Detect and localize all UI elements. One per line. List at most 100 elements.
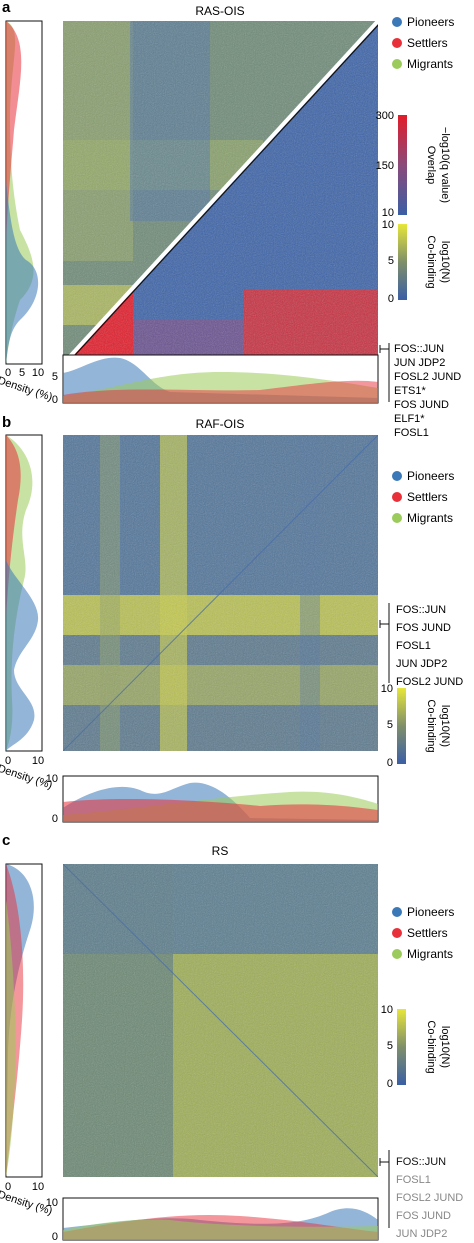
cb-co-b-tick-0: 0 [387, 757, 393, 769]
bottom-density-c: 0 10 [46, 1197, 379, 1243]
tf-a-0: FOS::JUN [394, 343, 444, 355]
cb-co-a-label2: log10(N) [439, 241, 451, 283]
tf-a-4: FOS JUND [394, 399, 449, 411]
tick-y-5-a: 5 [52, 371, 58, 383]
cb-co-b-tick-5: 5 [387, 719, 393, 731]
heatmap-title-c: RS [212, 844, 229, 858]
colorbar-cobinding-a: 10 5 0 Co-binding log10(N) [382, 219, 451, 305]
legend-dot-pioneers-c [392, 907, 402, 917]
bottom-density-a: 0 5 [52, 354, 379, 406]
legend-migrants-b: Migrants [407, 511, 453, 525]
tick-x-10-c: 10 [32, 1181, 44, 1193]
legend-pioneers-c: Pioneers [407, 905, 454, 919]
cb-ov-tick-300: 300 [376, 110, 394, 122]
cb-co-b-label1: Co-binding [425, 699, 437, 752]
panel-b: b RAF-OIS 0 10 Density (%) [0, 414, 463, 825]
colorbar-cobinding-b: 10 5 0 Co-binding log10(N) [381, 683, 451, 769]
cb-co-a-tick-10: 10 [382, 219, 394, 231]
tf-bracket-b [379, 603, 390, 683]
legend-dot-pioneers-a [392, 17, 402, 27]
legend-dot-settlers-b [392, 492, 402, 502]
legend-pioneers-a: Pioneers [407, 15, 454, 29]
tf-b-4: FOSL2 JUND [396, 676, 463, 688]
tick-x-5-a: 5 [19, 367, 25, 379]
tf-bracket-a [379, 343, 390, 402]
panel-a: a RAS-OIS 0 [0, 0, 461, 439]
cb-co-c-label2: log10(N) [439, 1026, 451, 1068]
tf-a-1: JUN JDP2 [394, 357, 445, 369]
tf-b-0: FOS::JUN [396, 604, 446, 616]
legend-dot-migrants-c [392, 949, 402, 959]
tf-c-3: FOS JUND [396, 1210, 451, 1222]
tick-x-10-b: 10 [32, 755, 44, 767]
legend-c: Pioneers Settlers Migrants [392, 905, 454, 961]
tf-c-1: FOSL1 [396, 1174, 431, 1186]
panel-c: c RS 0 10 Density (%) 0 10 [0, 832, 463, 1243]
cb-co-b-tick-10: 10 [381, 683, 393, 695]
cb-co-a-tick-0: 0 [388, 293, 394, 305]
colorbar-cobinding-c: 10 5 0 Co-binding log10(N) [381, 1004, 451, 1090]
tf-b-1: FOS JUND [396, 622, 451, 634]
bottom-density-b: 0 10 [46, 773, 379, 825]
tf-bracket-c [379, 1150, 390, 1228]
tf-b-3: JUN JDP2 [396, 658, 447, 670]
tick-y-10-c: 10 [46, 1197, 58, 1209]
legend-migrants-a: Migrants [407, 57, 453, 71]
tick-y-0-c: 0 [52, 1231, 58, 1243]
tick-x-0-c: 0 [5, 1181, 11, 1193]
panel-letter-b: b [2, 414, 11, 431]
legend-dot-migrants-b [392, 513, 402, 523]
tick-y-10-b: 10 [46, 773, 58, 785]
left-density-b: 0 10 Density (%) [0, 434, 54, 792]
cb-co-c-label1: Co-binding [425, 1020, 437, 1073]
tf-c-2: FOSL2 JUND [396, 1192, 463, 1204]
cb-ov-label2: −log10(q value) [439, 127, 451, 203]
cb-co-b-label2: log10(N) [439, 705, 451, 747]
cb-co-c-tick-5: 5 [387, 1040, 393, 1052]
left-density-a: 0 5 10 Density (%) [0, 20, 54, 404]
tf-b-2: FOSL1 [396, 640, 431, 652]
colorbar-overlap-a: 300 150 10 Overlap −log10(q value) [376, 110, 451, 219]
heatmap-title-b: RAF-OIS [196, 417, 245, 431]
legend-dot-settlers-a [392, 38, 402, 48]
legend-migrants-c: Migrants [407, 947, 453, 961]
legend-b: Pioneers Settlers Migrants [392, 469, 454, 525]
tf-a-6: FOSL1 [394, 427, 429, 439]
legend-a: Pioneers Settlers Migrants [392, 15, 454, 71]
legend-dot-migrants-a [392, 59, 402, 69]
cb-ov-tick-10: 10 [382, 207, 394, 219]
heatmap-a [63, 21, 378, 364]
cb-co-c-tick-10: 10 [381, 1004, 393, 1016]
legend-dot-pioneers-b [392, 471, 402, 481]
cb-co-c-tick-0: 0 [387, 1078, 393, 1090]
left-density-c: 0 10 Density (%) [0, 863, 54, 1218]
left-density-ticks-a: 0 5 10 [5, 367, 44, 379]
tf-c-4: JUN JDP2 [396, 1228, 447, 1240]
tf-a-2: FOSL2 JUND [394, 371, 461, 383]
heatmap-b [63, 435, 378, 751]
heatmap-title-a: RAS-OIS [195, 4, 244, 18]
cb-co-a-tick-5: 5 [388, 255, 394, 267]
tf-c-0: FOS::JUN [396, 1156, 446, 1168]
tick-y-0-a: 0 [52, 394, 58, 406]
tick-x-0-b: 0 [5, 755, 11, 767]
cb-ov-tick-150: 150 [376, 160, 394, 172]
legend-settlers-a: Settlers [407, 36, 448, 50]
panel-letter-a: a [2, 0, 11, 16]
cb-ov-label1: Overlap [425, 146, 437, 185]
legend-settlers-c: Settlers [407, 926, 448, 940]
tick-x-0-a: 0 [5, 367, 11, 379]
tf-a-5: ELF1* [394, 413, 425, 425]
tf-a-3: ETS1* [394, 385, 427, 397]
density-label-a: Density (%) [0, 375, 54, 404]
tf-list-c: FOS::JUN FOSL1 FOSL2 JUND FOS JUND JUN J… [396, 1156, 463, 1240]
cb-co-a-label1: Co-binding [425, 235, 437, 288]
tf-list-b: FOS::JUN FOS JUND FOSL1 JUN JDP2 FOSL2 J… [396, 604, 463, 688]
tick-x-10-a: 10 [32, 367, 44, 379]
tick-y-0-b: 0 [52, 813, 58, 825]
heatmap-c [63, 864, 378, 1177]
panel-letter-c: c [2, 832, 10, 849]
legend-dot-settlers-c [392, 928, 402, 938]
legend-pioneers-b: Pioneers [407, 469, 454, 483]
